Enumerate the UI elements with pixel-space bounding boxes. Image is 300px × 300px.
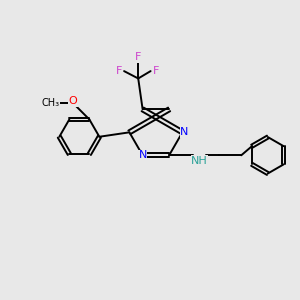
Text: N: N <box>139 150 147 160</box>
Text: O: O <box>69 96 77 106</box>
Text: CH₃: CH₃ <box>41 98 59 108</box>
Text: N: N <box>180 127 189 137</box>
Text: NH: NH <box>191 156 208 166</box>
Text: F: F <box>135 52 141 62</box>
Text: F: F <box>153 66 159 76</box>
Text: F: F <box>116 66 122 76</box>
